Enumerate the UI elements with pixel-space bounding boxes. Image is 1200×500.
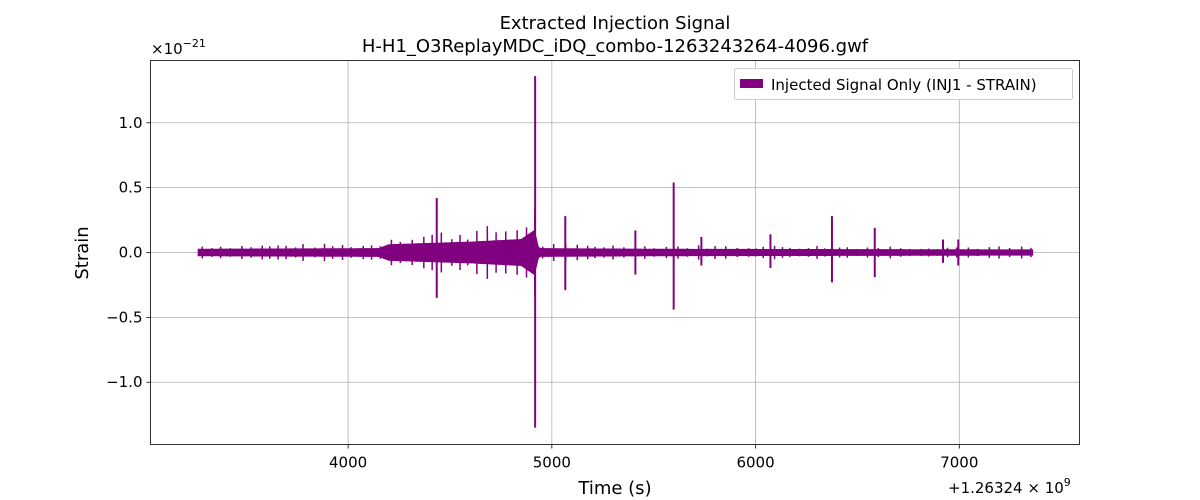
data-layer [197,76,1034,428]
x-axis-label: Time (s) [577,478,651,499]
y-tick-label: 0.0 [119,244,143,262]
y-tick-label: −0.5 [106,308,142,326]
axes-frame [150,60,1080,445]
x-tick-label: 6000 [736,454,774,472]
x-tick-label: 5000 [533,454,571,472]
x-tick-label: 7000 [940,454,978,472]
chart-subtitle: H-H1_O3ReplayMDC_iDQ_combo-1263243264-40… [362,36,869,57]
legend: Injected Signal Only (INJ1 - STRAIN) [734,68,1073,100]
legend-swatch [740,79,763,88]
y-axis-multiplier: ×10−21 [151,37,206,58]
x-axis-offset: +1.26324 × 109 [948,476,1071,497]
chart-title: Extracted Injection Signal [500,13,731,34]
y-tick-label: 0.5 [119,179,143,197]
tick-layer: 4000 5000 6000 7000 1.0 0.5 0.0 −0.5 −1.0 [106,114,978,472]
legend-box [734,68,1073,100]
x-tick-label: 4000 [329,454,367,472]
y-axis-label: Strain [72,226,93,279]
legend-label: Injected Signal Only (INJ1 - STRAIN) [771,76,1037,94]
y-tick-label: 1.0 [119,114,143,132]
y-tick-label: −1.0 [106,373,142,391]
